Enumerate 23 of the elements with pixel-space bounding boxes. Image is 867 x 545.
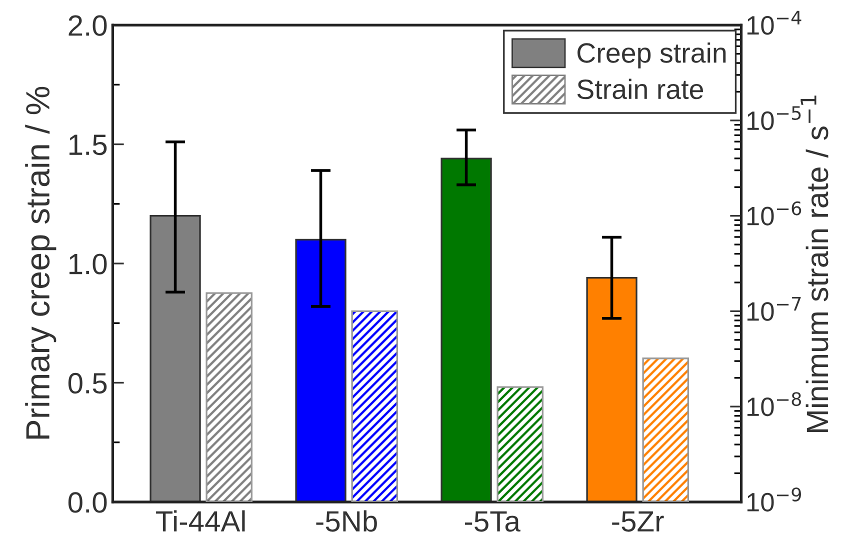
x-tick-label: Ti-44Al — [156, 510, 245, 532]
y2-tick-label: 10$^{−9}$ — [747, 487, 801, 512]
y2-tick-label: 10$^{−7}$ — [747, 297, 801, 321]
y-tick-label: 1.5 — [70, 134, 107, 156]
x-tick-label: -5Nb — [316, 510, 377, 532]
y2-tick-label: 10$^{−6}$ — [747, 201, 802, 226]
legend-label: Creep strain — [578, 42, 726, 68]
y-tick-label: 2.0 — [68, 15, 107, 36]
bar — [440, 158, 492, 502]
x-tick-label: -5Ta — [464, 511, 520, 532]
legend-label: Strain rate — [577, 78, 704, 100]
y-tick-label: 1.0 — [70, 254, 107, 274]
y2-tick-label: 10$^{−5}$ — [747, 106, 801, 130]
bar — [586, 276, 638, 502]
y-axis-title: Primary creep strain / % — [25, 86, 56, 439]
y-tick-label: 0.0 — [68, 492, 107, 513]
y2-axis-title: Minimum strain rate / s$^{−1}$ — [800, 96, 828, 432]
y-tick-label: 0.5 — [68, 372, 107, 394]
y2-tick-label: 10$^{−4}$ — [747, 10, 802, 35]
y2-tick-label: 10$^{−8}$ — [747, 392, 802, 416]
bar — [150, 214, 201, 502]
x-tick-label: -5Zr — [612, 511, 664, 532]
bar — [295, 238, 346, 502]
